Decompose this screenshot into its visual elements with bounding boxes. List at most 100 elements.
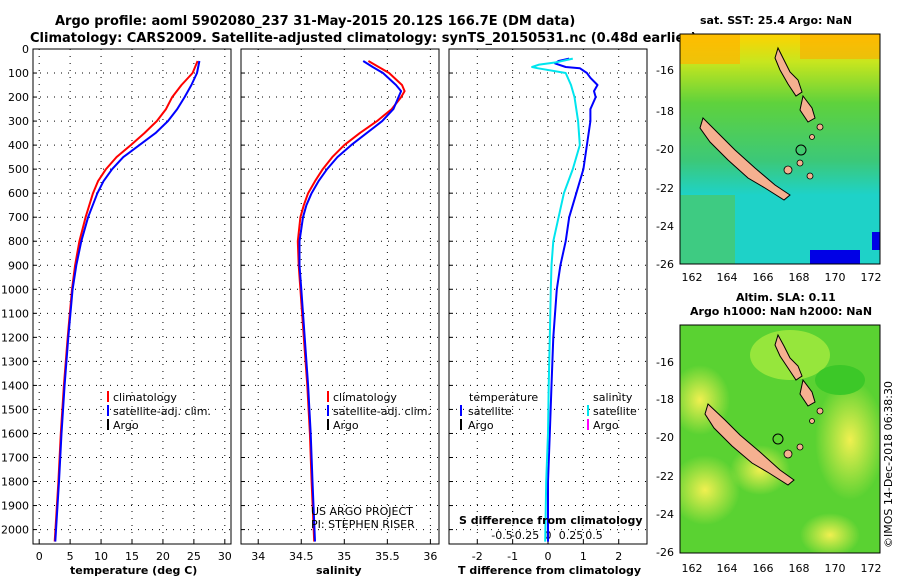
- legend-t-argo: Argo: [468, 419, 494, 432]
- series-line: [531, 57, 581, 542]
- legend-swatch-climatology: [107, 391, 109, 402]
- depth-tick-label: 600: [8, 187, 29, 200]
- argo-position-marker: [795, 144, 807, 156]
- lat-tick: -20: [656, 143, 674, 156]
- lat-tick: -24: [656, 220, 674, 233]
- depth-tick-label: 900: [8, 259, 29, 272]
- legend-swatch-satellite: [327, 405, 329, 416]
- temperature-x-axis: 0 5 10 15 20 25 30: [36, 550, 232, 563]
- depth-tick-label: 500: [8, 163, 29, 176]
- temperature-x-label: temperature (deg C): [70, 564, 197, 577]
- x-tick-label: 25: [187, 550, 201, 563]
- sst-cold-patch: [810, 250, 860, 264]
- title-line-2: Climatology: CARS2009. Satellite-adjuste…: [30, 31, 697, 46]
- temperature-grid: [33, 48, 231, 544]
- lat-tick: -26: [656, 258, 674, 271]
- difference-legend: temperature satellite Argo salinity sate…: [460, 391, 637, 432]
- depth-tick-label: 100: [8, 67, 29, 80]
- depth-tick-label: 1100: [1, 307, 29, 320]
- loyalty-island: [806, 172, 814, 180]
- sst-map-axes: -16 -18 -20 -22 -24 -26 162 164 166 168 …: [656, 64, 881, 284]
- depth-tick-label: 2000: [1, 524, 29, 537]
- sla-map-title-2: Argo h1000: NaN h2000: NaN: [690, 305, 872, 318]
- legend-swatch-t-satellite: [460, 405, 462, 416]
- loyalty-island: [796, 443, 804, 451]
- lon-tick: 168: [789, 271, 810, 284]
- depth-tick-label: 1700: [1, 451, 29, 464]
- island: [816, 407, 824, 415]
- lat-tick: -16: [656, 64, 674, 77]
- s-diff-tick-label: -0.5: [491, 529, 512, 542]
- x-tick-label: 0: [36, 550, 43, 563]
- legend-swatch-satellite: [107, 405, 109, 416]
- vanuatu-islands: [774, 46, 803, 97]
- s-diff-tick-label: 0.5: [585, 529, 603, 542]
- s-diff-tick-label: -0.25: [511, 529, 539, 542]
- salinity-x-label: salinity: [316, 564, 362, 577]
- island: [809, 134, 815, 140]
- new-caledonia-island: [699, 117, 791, 201]
- loyalty-island: [796, 159, 804, 167]
- depth-tick-label: 1300: [1, 355, 29, 368]
- sla-map-frame: [679, 324, 881, 554]
- depth-tick-label: 800: [8, 235, 29, 248]
- depth-tick-label: 1500: [1, 403, 29, 416]
- salinity-panel-frame: [240, 48, 440, 545]
- x-tick-label: 34: [251, 550, 265, 563]
- lat-tick: -18: [656, 393, 674, 406]
- project-note-line-2: PI: STEPHEN RISER: [311, 518, 415, 531]
- title-line-1: Argo profile: aoml 5902080_237 31-May-20…: [55, 14, 575, 29]
- lon-tick: 162: [682, 562, 703, 575]
- depth-tick-label: 1900: [1, 500, 29, 513]
- lat-tick: -16: [656, 356, 674, 369]
- legend-swatch-argo: [107, 419, 109, 430]
- legend-satellite: satellite-adj. clim.: [333, 405, 431, 418]
- project-note-line-1: US ARGO PROJECT: [311, 505, 413, 518]
- salinity-x-axis: 34 34.5 35 35.5 36: [251, 550, 437, 563]
- lon-tick: 170: [825, 271, 846, 284]
- lon-tick: 164: [717, 271, 738, 284]
- sla-high-patch: [680, 455, 740, 525]
- lon-tick: 162: [682, 271, 703, 284]
- depth-tick-label: 1000: [1, 283, 29, 296]
- series-line: [53, 60, 199, 542]
- salinity-series: [296, 60, 406, 542]
- legend-swatch-argo: [327, 419, 329, 430]
- lon-tick: 164: [717, 562, 738, 575]
- depth-tick-label: 1600: [1, 427, 29, 440]
- legend-swatch-t-argo: [460, 419, 462, 430]
- legend-satellite: satellite-adj. clim.: [113, 405, 211, 418]
- legend-s-satellite: satellite: [593, 405, 637, 418]
- vanuatu-islands: [799, 378, 816, 407]
- depth-axis: 0 100 200 300 400 500 600 700 800 900 1000 1100 1200…: [1, 43, 29, 537]
- lon-tick: 172: [861, 271, 882, 284]
- legend-swatch-climatology: [327, 391, 329, 402]
- sla-map-title-1: Altim. SLA: 0.11: [736, 291, 836, 304]
- series-line: [547, 57, 599, 542]
- temperature-series: [53, 60, 201, 542]
- series-line: [54, 60, 201, 542]
- x-tick-label: 34.5: [289, 550, 314, 563]
- temperature-legend: climatology satellite-adj. clim. Argo: [107, 391, 211, 432]
- depth-tick-label: 0: [22, 43, 29, 56]
- x-tick-label: 36: [423, 550, 437, 563]
- sst-map-frame: [679, 33, 881, 265]
- x-tick-label: 30: [218, 550, 232, 563]
- lon-tick: 170: [825, 562, 846, 575]
- depth-tick-label: 1800: [1, 476, 29, 489]
- x-tick-label: 10: [94, 550, 108, 563]
- legend-temperature-title: temperature: [469, 391, 538, 404]
- lat-tick: -18: [656, 105, 674, 118]
- depth-tick-label: 1200: [1, 331, 29, 344]
- depth-tick-label: 200: [8, 91, 29, 104]
- sst-cold-patch: [872, 232, 880, 250]
- legend-argo: Argo: [333, 419, 359, 432]
- legend-climatology: climatology: [113, 391, 177, 404]
- lat-tick: -26: [656, 546, 674, 559]
- x-tick-label: 35.5: [375, 550, 400, 563]
- lon-tick: 172: [861, 562, 882, 575]
- sst-warm-patch: [800, 34, 880, 59]
- x-tick-label: -1: [507, 550, 518, 563]
